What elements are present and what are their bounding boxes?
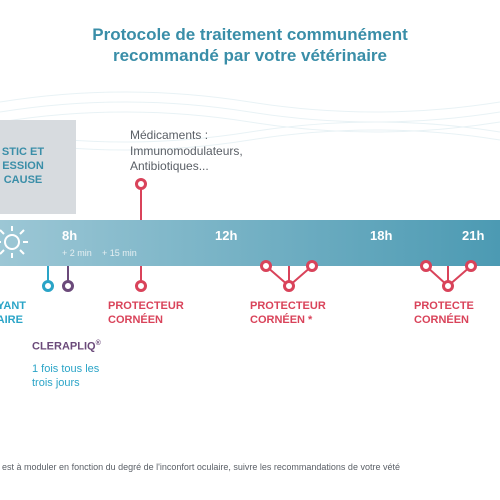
fork-tip-4-1 <box>465 260 477 272</box>
time-18h: 18h <box>370 228 392 243</box>
med-pin <box>135 178 147 190</box>
below-label-4: PROTECTE CORNÉEN <box>414 300 474 328</box>
time-12h: 12h <box>215 228 237 243</box>
pin-4 <box>442 280 454 292</box>
footnote: quence est à moduler en fonction du degr… <box>0 462 500 472</box>
med-l1: Médicaments : <box>130 128 330 144</box>
diagnostic-box: STIC ET ESSION CAUSE <box>0 120 76 214</box>
med-pin-stem <box>140 185 142 220</box>
pin-2 <box>135 280 147 292</box>
medicaments-label: Médicaments : Immunomodulateurs, Antibio… <box>130 128 330 175</box>
below-label-3: PROTECTEUR CORNÉEN * <box>250 300 326 328</box>
time-8h: 8h <box>62 228 77 243</box>
med-l3: Antibiotiques... <box>130 159 330 175</box>
clerapliq-sub-l2: trois jours <box>32 376 99 390</box>
plus-2min: + 2 min <box>62 248 92 258</box>
below-label-0: TOYANT ULAIRE <box>0 300 26 328</box>
fork-tip-3-0 <box>260 260 272 272</box>
clerapliq-sub-l1: 1 fois tous les <box>32 362 99 376</box>
below-label-1: CLERAPLIQ® <box>32 340 101 354</box>
below-label-2: PROTECTEUR CORNÉEN <box>108 300 184 328</box>
plus-15min: + 15 min <box>102 248 137 258</box>
page-title: Protocole de traitement communément reco… <box>0 24 500 67</box>
fork-tip-4-0 <box>420 260 432 272</box>
clerapliq-frequency: 1 fois tous les trois jours <box>32 362 99 391</box>
pin-3 <box>283 280 295 292</box>
sun-icon <box>0 224 30 260</box>
med-l2: Immunomodulateurs, <box>130 144 330 160</box>
pin-1 <box>62 280 74 292</box>
pin-0 <box>42 280 54 292</box>
fork-tip-3-1 <box>306 260 318 272</box>
time-21h: 21h <box>462 228 484 243</box>
